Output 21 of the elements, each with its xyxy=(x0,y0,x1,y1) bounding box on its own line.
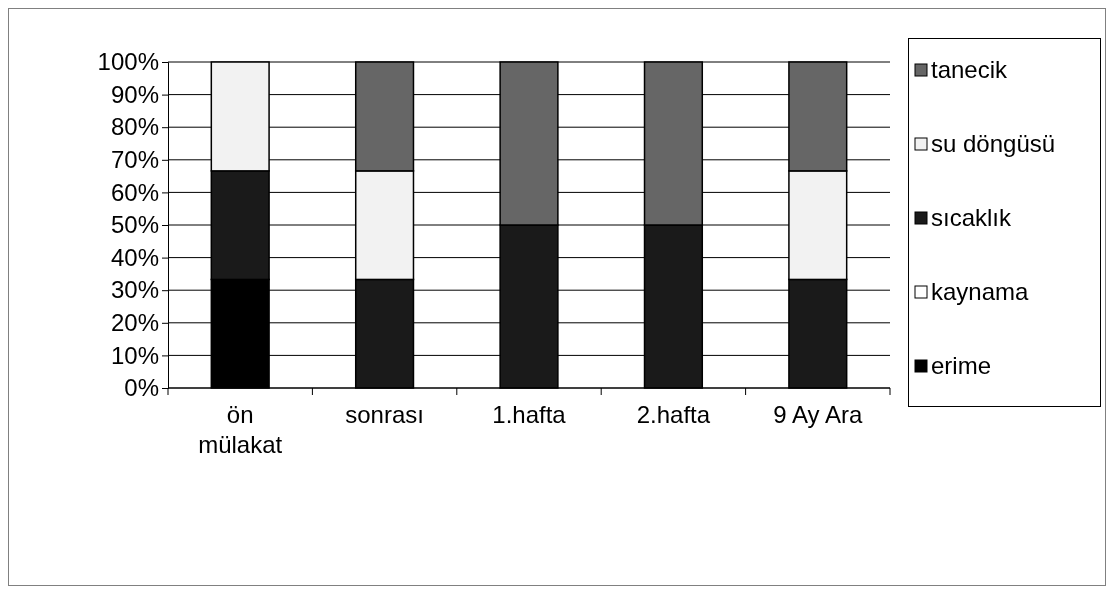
y-tick-label: 90% xyxy=(110,80,159,108)
y-tick-label: 10% xyxy=(110,341,159,369)
x-tick-label: ön mülakat xyxy=(198,401,283,458)
x-tick-label: sonrası xyxy=(345,401,424,428)
y-tick-label: 60% xyxy=(110,178,159,206)
y-tick-label: 30% xyxy=(110,276,159,304)
y-tick-label: 0% xyxy=(124,374,159,402)
legend-label: erime xyxy=(931,352,992,379)
legend-label: su döngüsü xyxy=(931,130,1056,157)
x-tick-label: 9 Ay Ara xyxy=(773,401,863,428)
x-tick-label: 1.hafta xyxy=(492,401,567,428)
y-tick-label: 20% xyxy=(110,308,159,336)
y-tick-label: 40% xyxy=(110,243,159,271)
legend-label: kaynama xyxy=(931,278,1030,305)
y-tick-label: 80% xyxy=(110,113,159,141)
x-tick-label: 2.hafta xyxy=(636,401,711,428)
y-tick-label: 70% xyxy=(110,145,159,173)
y-tick-label: 100% xyxy=(97,48,159,76)
legend-label: sıcaklık xyxy=(931,204,1013,231)
y-tick-label: 50% xyxy=(110,211,159,239)
legend-label: tanecik xyxy=(931,56,1009,83)
